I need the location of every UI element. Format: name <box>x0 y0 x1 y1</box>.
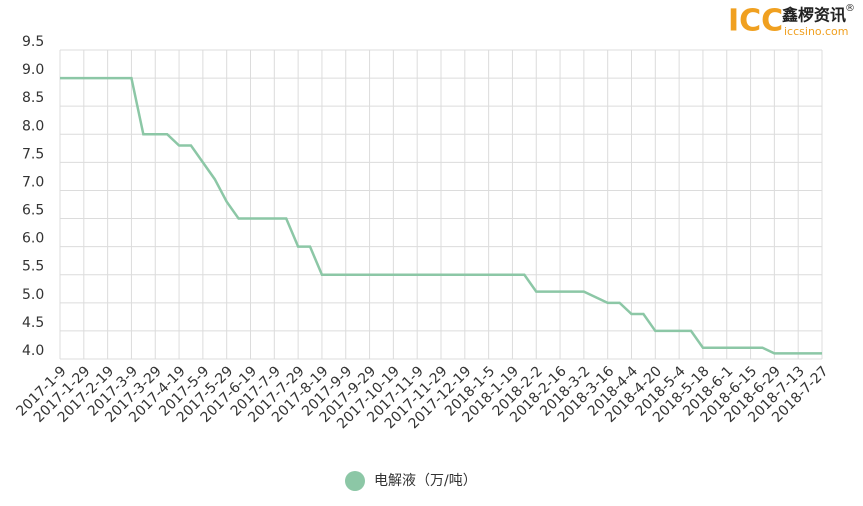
legend-marker <box>345 471 365 491</box>
y-tick-label: 5.5 <box>22 259 44 275</box>
y-tick-label: 4.0 <box>22 343 44 359</box>
y-tick-label: 7.0 <box>22 174 44 190</box>
y-tick-label: 7.5 <box>22 146 44 162</box>
y-tick-label: 9.5 <box>22 34 44 50</box>
logo-mark: ® <box>845 3 855 14</box>
y-tick-label: 5.0 <box>22 287 44 303</box>
legend-label: 电解液（万/吨） <box>374 473 477 489</box>
logo-name: 鑫椤资讯 <box>781 6 846 25</box>
line <box>60 76 822 355</box>
y-tick-label: 6.0 <box>22 231 44 247</box>
y-tick-label: 4.5 <box>22 315 44 331</box>
y-tick-label: 8.5 <box>22 90 44 106</box>
y-tick-label: 6.5 <box>22 203 44 219</box>
logo-brand: ICC <box>728 4 783 39</box>
logo-site: iccsino.com <box>784 25 848 38</box>
y-tick-label: 8.0 <box>22 118 44 134</box>
y-tick-label: 9.0 <box>22 62 44 78</box>
